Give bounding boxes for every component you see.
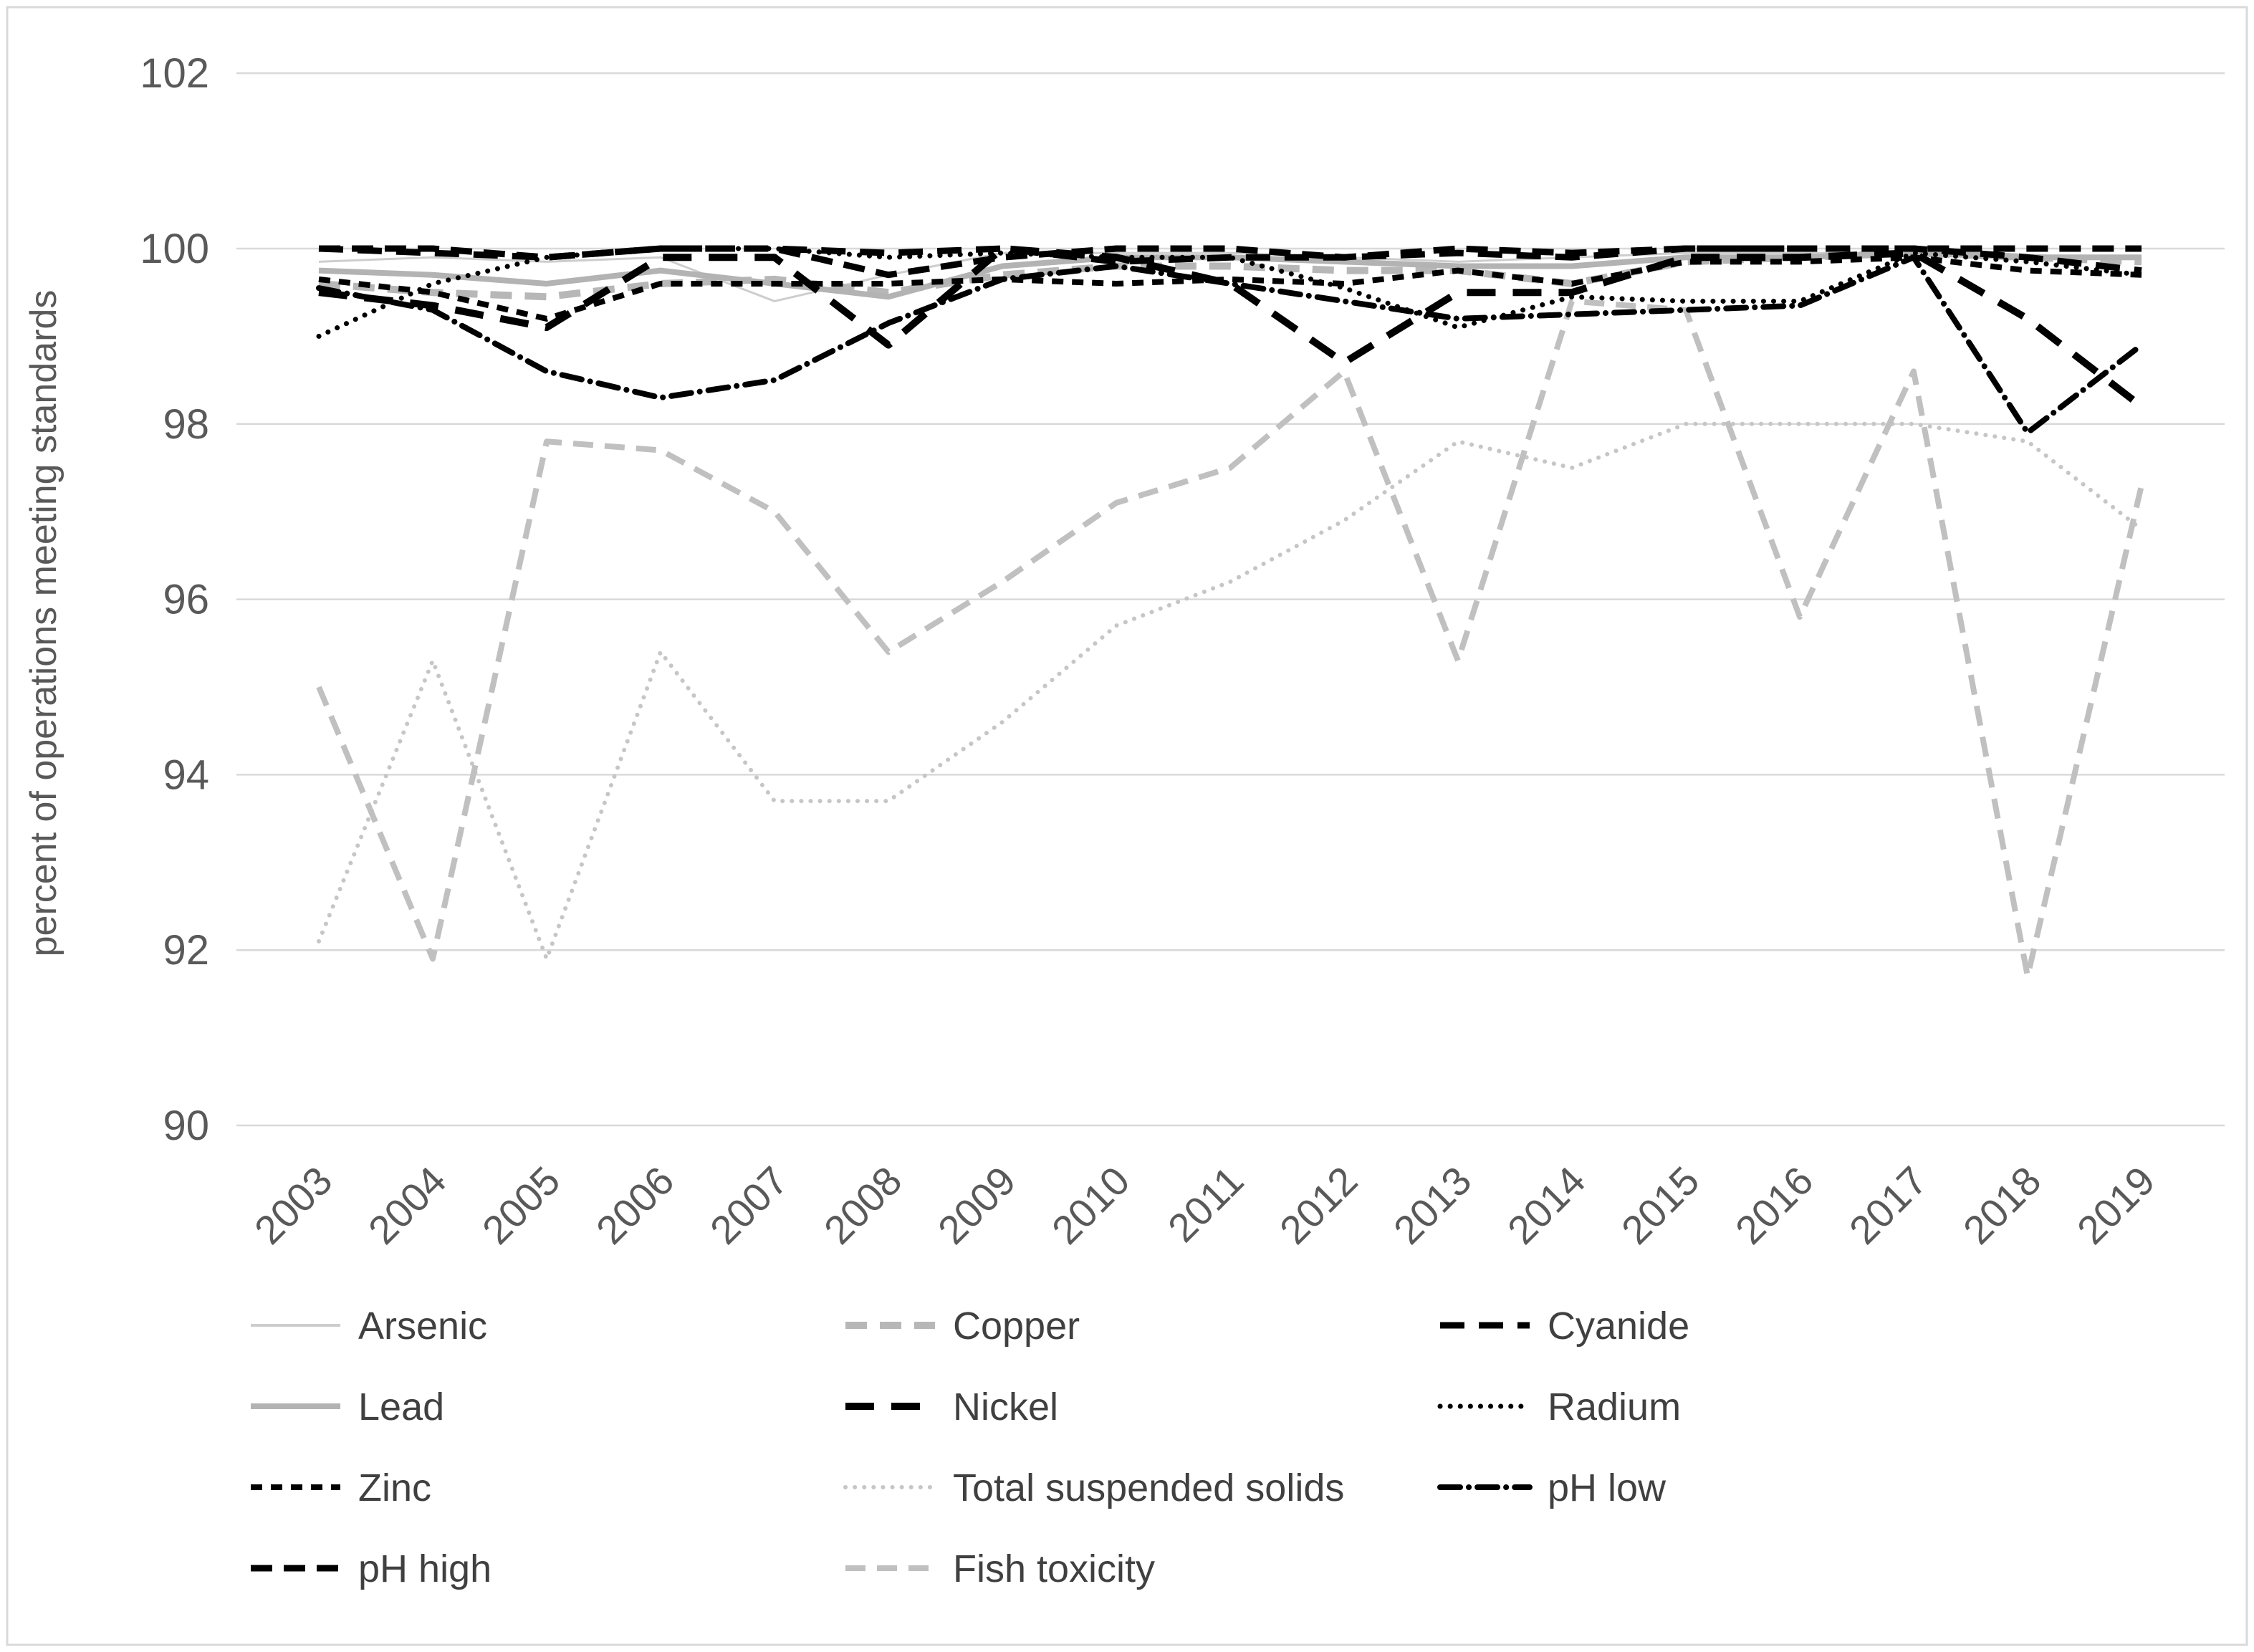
- legend-label-ph-low: pH low: [1548, 1466, 1666, 1509]
- legend-label-radium: Radium: [1548, 1386, 1681, 1428]
- legend-item-radium: Radium: [1437, 1386, 1681, 1428]
- y-tick-label-92: 92: [163, 927, 209, 974]
- y-tick-label-96: 96: [163, 577, 209, 623]
- legend-label-cyanide: Cyanide: [1548, 1305, 1689, 1348]
- legend-label-total-suspended-solids: Total suspended solids: [953, 1466, 1344, 1509]
- legend-label-nickel: Nickel: [953, 1386, 1058, 1428]
- legend-item-ph-high: pH high: [251, 1547, 491, 1590]
- y-axis-title: percent of operations meeting standards: [23, 290, 64, 957]
- chart-frame: [6, 6, 2248, 1646]
- y-axis-tick-labels: 102 100 98 96 94 92 90: [140, 50, 209, 1149]
- legend-label-zinc: Zinc: [358, 1466, 431, 1509]
- y-tick-label-100: 100: [140, 226, 209, 272]
- legend-item-lead: Lead: [251, 1386, 444, 1428]
- legend-item-arsenic: Arsenic: [251, 1305, 487, 1348]
- series-line-total-suspended-solids: [317, 421, 2144, 961]
- series-line-nickel: [318, 245, 2144, 410]
- series-line-ph-low: [316, 254, 2144, 436]
- y-tick-label-98: 98: [163, 401, 209, 448]
- legend-item-ph-low: pH low: [1437, 1466, 1666, 1509]
- legend-item-zinc: Zinc: [251, 1466, 431, 1509]
- legend-label-arsenic: Arsenic: [358, 1305, 487, 1348]
- y-tick-label-90: 90: [163, 1103, 209, 1149]
- y-tick-label-94: 94: [163, 751, 209, 798]
- legend-item-nickel: Nickel: [845, 1386, 1058, 1428]
- legend-label-fish-toxicity: Fish toxicity: [953, 1547, 1155, 1590]
- series-line-fish-toxicity: [316, 298, 2144, 979]
- series-lines-group: [316, 245, 2144, 979]
- legend-item-cyanide: Cyanide: [1440, 1305, 1689, 1348]
- legend-item-fish-toxicity: Fish toxicity: [845, 1547, 1155, 1590]
- series-line-ph-high: [319, 245, 2142, 279]
- legend-label-lead: Lead: [358, 1386, 444, 1428]
- series-line-zinc: [318, 254, 2142, 322]
- legend-label-copper: Copper: [953, 1305, 1080, 1348]
- legend-label-ph-high: pH high: [358, 1547, 491, 1590]
- legend: Arsenic Copper Cyanide Lead Nickel Radium Zinc…: [251, 1305, 1689, 1590]
- gridlines-group: [236, 72, 2225, 1127]
- legend-item-total-suspended-solids: Total suspended solids: [843, 1466, 1344, 1509]
- legend-item-copper: Copper: [845, 1305, 1080, 1348]
- y-tick-label-102: 102: [140, 50, 209, 97]
